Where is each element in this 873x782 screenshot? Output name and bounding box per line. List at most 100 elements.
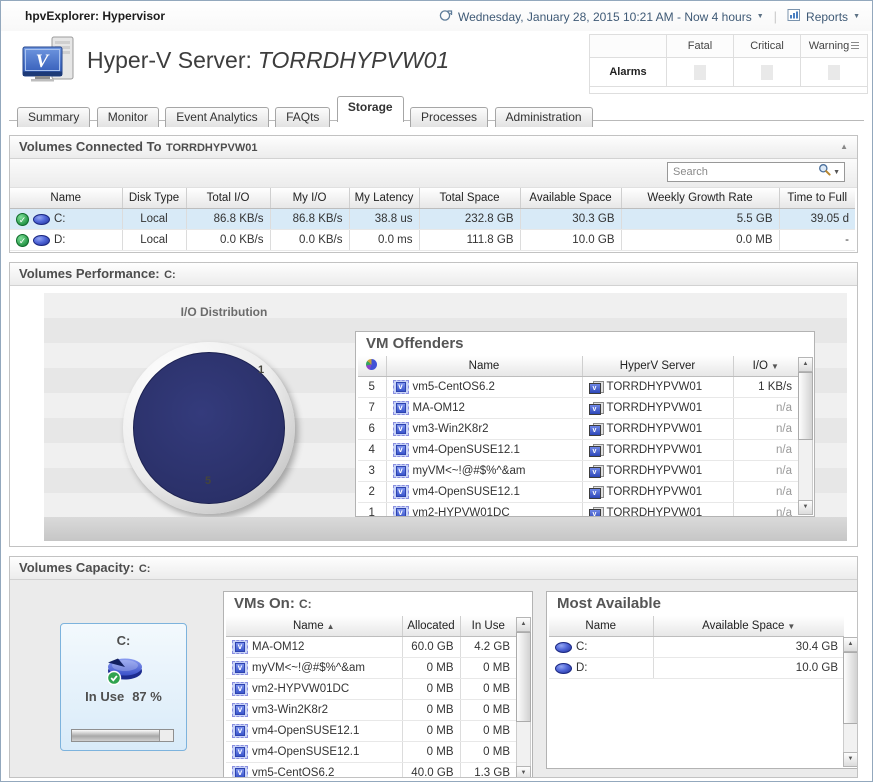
- scroll-up-button[interactable]: ▲: [843, 637, 857, 652]
- volume-name: D:: [54, 234, 66, 246]
- vms-on-row[interactable]: vm5-CentOS6.2 40.0 GB 1.3 GB: [226, 762, 516, 777]
- most-available-scrollbar[interactable]: ▲ ▼: [843, 637, 857, 767]
- search-box[interactable]: ▼: [667, 162, 845, 182]
- scroll-down-button[interactable]: ▼: [798, 500, 813, 515]
- server-name: TORRDHYPVW01: [606, 444, 703, 456]
- col-hyperv-server[interactable]: HyperV Server: [582, 356, 734, 377]
- col-io[interactable]: I/O ▼: [733, 356, 798, 377]
- disk-type-value: Local: [122, 229, 187, 251]
- col-my-io[interactable]: My I/O: [270, 188, 350, 209]
- my-io-value: 0.0 KB/s: [270, 229, 350, 251]
- vm-offender-row[interactable]: 7 MA-OM12 TORRDHYPVW01 n/a: [358, 397, 798, 419]
- allocated-value: 40.0 GB: [402, 762, 461, 777]
- volume-name: C:: [54, 213, 66, 225]
- col-disk-type[interactable]: Disk Type: [122, 188, 187, 209]
- vm-offenders-scrollbar[interactable]: ▲ ▼: [798, 357, 813, 515]
- server-icon: [588, 422, 604, 436]
- alarm-filter-icon[interactable]: [851, 42, 860, 51]
- top-bar: hpvExplorer: Hypervisor Wednesday, Janua…: [1, 1, 872, 31]
- vm-offenders-table: Name HyperV Server I/O▼ 5 vm5-CentOS6.2 …: [358, 356, 798, 517]
- col-total-space[interactable]: Total Space: [419, 188, 521, 209]
- vms-on-row[interactable]: vm4-OpenSUSE12.1 0 MB 0 MB: [226, 741, 516, 763]
- reports-dropdown-icon[interactable]: ▼: [853, 13, 860, 20]
- vm-offender-row[interactable]: 5 vm5-CentOS6.2 TORRDHYPVW01 1 KB/s: [358, 376, 798, 398]
- server-icon: [588, 506, 604, 516]
- col-weekly-growth[interactable]: Weekly Growth Rate: [621, 188, 780, 209]
- io-value: n/a: [733, 460, 798, 482]
- vm-icon: [232, 640, 248, 654]
- status-ok-icon: [16, 212, 29, 226]
- collapse-icon[interactable]: ▲: [840, 142, 848, 151]
- col-vm-name[interactable]: Name: [386, 356, 583, 377]
- time-range-dropdown-icon[interactable]: ▼: [756, 13, 764, 20]
- col-time-to-full[interactable]: Time to Full: [779, 188, 855, 209]
- col-my-latency[interactable]: My Latency: [349, 188, 420, 209]
- allocated-value: 0 MB: [402, 720, 461, 742]
- scroll-down-button[interactable]: ▼: [516, 766, 531, 777]
- vm-offender-row[interactable]: 1 vm2-HYPVW01DC TORRDHYPVW01 n/a: [358, 502, 798, 517]
- col-available-space[interactable]: Available Space ▼: [653, 616, 844, 637]
- scrollbar-thumb[interactable]: [516, 632, 531, 722]
- vm-offender-row[interactable]: 6 vm3-Win2K8r2 TORRDHYPVW01 n/a: [358, 418, 798, 440]
- tab-administration[interactable]: Administration: [494, 107, 593, 127]
- vm-offender-row[interactable]: 4 vm4-OpenSUSE12.1 TORRDHYPVW01 n/a: [358, 439, 798, 461]
- col-name[interactable]: Name ▲: [226, 616, 403, 637]
- reports-label[interactable]: Reports: [806, 9, 849, 24]
- col-rank[interactable]: [358, 356, 387, 377]
- search-icon[interactable]: [818, 163, 831, 181]
- scrollbar-thumb[interactable]: [843, 652, 857, 724]
- alarm-cell-fatal[interactable]: [666, 57, 734, 87]
- alarms-row-label: Alarms: [589, 57, 667, 87]
- vm-icon: [392, 506, 409, 516]
- tab-processes[interactable]: Processes: [410, 107, 489, 127]
- col-available-space[interactable]: Available Space: [520, 188, 622, 209]
- alarm-cell-critical[interactable]: [733, 57, 801, 87]
- alarm-cell-warning[interactable]: [800, 57, 868, 87]
- vms-on-header-row: Name ▲ Allocated In Use: [226, 616, 516, 637]
- vms-on-row[interactable]: vm3-Win2K8r2 0 MB 0 MB: [226, 699, 516, 721]
- tab-summary[interactable]: Summary: [17, 107, 91, 127]
- volume-row-d[interactable]: D: Local 0.0 KB/s 0.0 KB/s 0.0 ms 111.8 …: [10, 229, 855, 251]
- weekly-growth-value: 0.0 MB: [621, 229, 780, 251]
- vm-name: MA-OM12: [252, 641, 305, 653]
- my-latency-value: 0.0 ms: [349, 229, 420, 251]
- search-input[interactable]: [668, 166, 819, 178]
- vms-on-row[interactable]: vm2-HYPVW01DC 0 MB 0 MB: [226, 678, 516, 700]
- page-title: Hyper-V Server: TORRDHYPVW01: [87, 47, 449, 74]
- server-name: TORRDHYPVW01: [606, 465, 703, 477]
- vm-icon: [392, 485, 409, 499]
- tab-monitor[interactable]: Monitor: [96, 107, 159, 127]
- volumes-table: Name Disk Type Total I/O My I/O My Laten…: [10, 188, 855, 251]
- vms-on-row[interactable]: MA-OM12 60.0 GB 4.2 GB: [226, 636, 516, 658]
- col-name[interactable]: Name: [10, 188, 123, 209]
- most-available-row[interactable]: D: 10.0 GB: [549, 657, 844, 679]
- scroll-up-button[interactable]: ▲: [516, 617, 531, 632]
- scroll-down-button[interactable]: ▼: [843, 752, 857, 767]
- vms-on-scrollbar[interactable]: ▲ ▼: [516, 617, 531, 777]
- scroll-up-button[interactable]: ▲: [798, 357, 813, 372]
- col-total-io[interactable]: Total I/O: [186, 188, 271, 209]
- server-name: TORRDHYPVW01: [606, 423, 703, 435]
- scrollbar-thumb[interactable]: [798, 372, 813, 440]
- col-name[interactable]: Name: [549, 616, 654, 637]
- vms-on-row[interactable]: vm4-OpenSUSE12.1 0 MB 0 MB: [226, 720, 516, 742]
- col-allocated[interactable]: Allocated: [402, 616, 461, 637]
- time-range-label[interactable]: Wednesday, January 28, 2015 10:21 AM - N…: [457, 9, 752, 24]
- vm-offender-row[interactable]: 2 vm4-OpenSUSE12.1 TORRDHYPVW01 n/a: [358, 481, 798, 503]
- allocated-value: 60.0 GB: [402, 636, 461, 658]
- col-in-use[interactable]: In Use: [460, 616, 516, 637]
- tab-storage[interactable]: Storage: [336, 96, 404, 122]
- search-dropdown-icon[interactable]: ▼: [833, 168, 840, 176]
- most-available-row[interactable]: C: 30.4 GB: [549, 636, 844, 658]
- vm-name: vm2-HYPVW01DC: [412, 507, 510, 517]
- allocated-value: 0 MB: [402, 741, 461, 763]
- tab-event-analytics[interactable]: Event Analytics: [165, 107, 269, 127]
- disk-icon: [555, 662, 572, 674]
- vms-on-table: Name▲ Allocated In Use MA-OM12 60.0 GB 4…: [226, 616, 516, 777]
- volume-row-c[interactable]: C: Local 86.8 KB/s 86.8 KB/s 38.8 us 232…: [10, 208, 855, 230]
- volumes-connected-header: Volumes Connected To TORRDHYPVW01 ▲: [10, 136, 857, 159]
- tab-faqts[interactable]: FAQts: [275, 107, 331, 127]
- vms-on-row[interactable]: myVM<~!@#$%^&am 0 MB 0 MB: [226, 657, 516, 679]
- vm-offender-row[interactable]: 3 myVM<~!@#$%^&am TORRDHYPVW01 n/a: [358, 460, 798, 482]
- volume-usage-card[interactable]: C: In Use 87 %: [60, 623, 187, 751]
